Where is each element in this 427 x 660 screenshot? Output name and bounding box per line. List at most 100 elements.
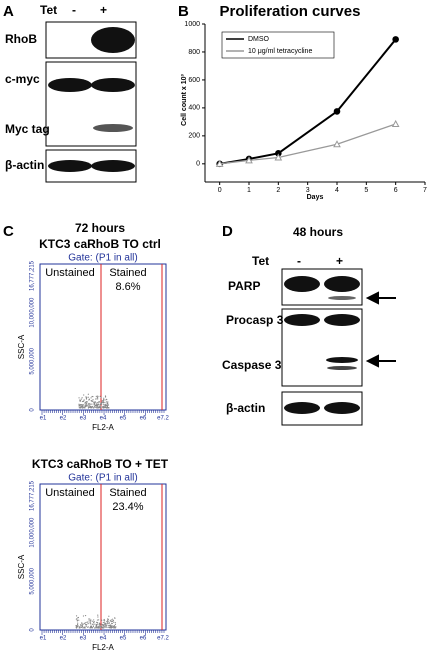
bands-a [48, 27, 135, 172]
event-dot [95, 398, 97, 400]
event-dot [81, 622, 83, 624]
flow-plots: KTC3 caRhoB TO ctrl Gate: (P1 in all) Unst… [17, 237, 169, 652]
event-dot [94, 405, 96, 407]
event-dot [87, 396, 89, 398]
plus: + [336, 254, 343, 268]
event-dot [90, 619, 92, 621]
event-dot [84, 405, 86, 408]
event-dot [99, 627, 101, 629]
event-dot [82, 623, 84, 625]
event-dot [90, 623, 92, 625]
event-dot [106, 621, 108, 623]
y-tick-label: 200 [188, 133, 200, 140]
event-dot [107, 407, 109, 409]
x-tick-label: e6 [140, 416, 147, 422]
event-dot [95, 623, 98, 626]
event-dot [78, 619, 80, 621]
event-dot [82, 400, 85, 403]
x-axis-label: Days [307, 194, 324, 201]
x-tick-label: e2 [60, 636, 67, 642]
event-dot [107, 623, 109, 625]
event-dot [89, 405, 92, 407]
event-dot [104, 406, 106, 408]
event-dot [84, 614, 87, 617]
event-dot [95, 625, 97, 627]
event-dot [107, 620, 109, 622]
band-label: Caspase 3 [222, 358, 282, 372]
event-dot [94, 401, 96, 404]
event-dot [98, 626, 100, 628]
event-dot [76, 626, 78, 628]
event-dot [101, 619, 103, 621]
event-dot [79, 403, 81, 406]
event-dot [95, 395, 97, 398]
legend-label: 10 μg/ml tetracycline [248, 48, 312, 55]
event-dot [76, 623, 79, 626]
point [333, 108, 341, 115]
x-tick-label: e7.2 [157, 636, 169, 642]
event-dot [103, 619, 105, 621]
plot-frame [39, 263, 167, 411]
y-axis-label: SSC-A [17, 554, 26, 579]
tet-label: Tet [40, 3, 57, 17]
event-dot [111, 625, 113, 627]
event-dot [91, 407, 93, 409]
event-dot [87, 393, 89, 395]
event-dot [75, 618, 78, 620]
event-dot [97, 407, 99, 409]
event-dot [102, 398, 105, 400]
event-dot [106, 402, 108, 404]
event-dot [95, 627, 97, 629]
event-dot [84, 622, 86, 625]
event-dot [97, 402, 99, 404]
event-dot [85, 397, 88, 399]
blots-a [45, 21, 137, 183]
y-tick-label: 10,000,000 [30, 517, 36, 548]
event-dot [76, 619, 78, 621]
event-dot [114, 623, 116, 626]
y-tick-label: 5,000,000 [30, 567, 36, 594]
event-dot [107, 618, 109, 620]
event-dot [99, 404, 101, 406]
percent-label: 8.6% [115, 281, 140, 293]
time-label: 72 hours [75, 221, 125, 235]
event-dot [89, 621, 91, 623]
y-tick-label: 16,777,215 [30, 260, 36, 291]
event-dot [109, 620, 111, 622]
event-dot [78, 397, 80, 399]
x-tick-label: 4 [335, 187, 339, 194]
event-dot [108, 407, 110, 409]
event-dot [100, 396, 102, 399]
event-dot [96, 396, 99, 399]
event-dot [82, 404, 84, 406]
chart-title: Proliferation curves [220, 3, 361, 20]
event-dot [93, 619, 95, 621]
event-dot [88, 398, 90, 400]
event-dot [87, 622, 89, 625]
event-dot [83, 399, 85, 401]
event-dot [110, 625, 112, 627]
event-dot [99, 407, 101, 409]
event-dot [89, 403, 91, 405]
event-dot [79, 627, 81, 629]
x-tick-label: 7 [423, 187, 427, 194]
x-tick-label: e7.2 [157, 416, 169, 422]
event-dot [81, 626, 83, 628]
band-label: β-actin [5, 158, 44, 172]
event-dot [100, 402, 102, 405]
event-dot [106, 623, 108, 625]
event-dot [92, 624, 94, 626]
event-dot [88, 620, 90, 622]
minus: - [297, 254, 301, 268]
x-tick-label: e3 [80, 416, 87, 422]
region-label: Unstained [45, 487, 95, 499]
event-dot [103, 627, 105, 629]
event-dot [84, 622, 86, 624]
event-dot [99, 623, 101, 625]
region-label: Stained [109, 487, 146, 499]
event-dot [91, 620, 93, 622]
event-dot [100, 627, 102, 629]
event-dot [94, 623, 96, 625]
event-dot [98, 622, 101, 624]
event-dot [105, 626, 107, 628]
